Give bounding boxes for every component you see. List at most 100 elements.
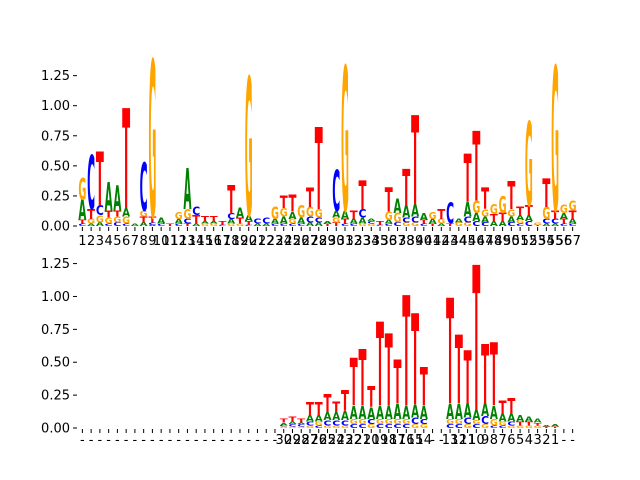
logo-letter-A: A (367, 218, 375, 222)
logo-letter-A: A (420, 212, 428, 223)
x-tick-label: 55 (547, 234, 564, 249)
x-tick-label: 35 (372, 234, 389, 249)
logo-letter-G: G (297, 203, 305, 223)
logo-letter-G: G (324, 425, 332, 429)
logo-letter-A: A (332, 210, 340, 221)
logo-stack: ATC (192, 205, 200, 227)
x-tick-label: 24 (328, 433, 345, 448)
logo-letter-C: C (96, 203, 104, 218)
logo-letter-T: T (140, 216, 148, 225)
logo-letter-C: C (324, 419, 332, 428)
logo-stack: AC (253, 218, 261, 226)
logo-letter-A: A (394, 194, 402, 218)
logo-letter-T: T (499, 397, 507, 418)
logo-stack: GTA (525, 416, 534, 429)
logo-letter-C: C (507, 221, 515, 227)
logo-letter-G: G (507, 208, 515, 219)
logo-letter-T: T (446, 271, 454, 439)
x-tick-label: 51 (512, 234, 529, 249)
logo-letter-T: T (385, 181, 393, 220)
x-tick-label: 56 (556, 234, 573, 249)
logo-letter-A: A (245, 214, 254, 224)
logo-letter-A: A (227, 218, 235, 226)
logo-letter-C: C (350, 223, 358, 227)
logo-letter-T: T (394, 349, 402, 418)
logo-letter-T: T (525, 202, 533, 218)
logo-letter-G: G (551, 28, 559, 258)
logo-letter-G: G (481, 423, 489, 429)
logo-letter-C: C (359, 424, 367, 430)
logo-letter-T: T (297, 419, 306, 425)
logo-letter-G: G (464, 423, 472, 429)
logo-letter-T: T (402, 266, 410, 442)
logo-letter-C: C (332, 419, 340, 428)
logo-letter-A: A (455, 398, 463, 424)
logo-letter-C: C (367, 221, 375, 225)
x-tick-label: 14 (416, 433, 433, 448)
logo-letter-C: C (122, 223, 130, 227)
logo-letter-T: T (245, 221, 254, 227)
logo-letter-T: T (499, 210, 507, 224)
logo-letter-A: A (499, 412, 508, 424)
logo-letter-A: A (464, 198, 472, 222)
logo-letter-C: C (402, 424, 410, 430)
logo-stack: GTA (236, 205, 245, 227)
logo-letter-T: T (87, 206, 95, 222)
logo-stack: TA (324, 221, 332, 228)
logo-letter-T: T (289, 191, 297, 218)
x-tick-label: 12 (451, 433, 468, 448)
logo-letter-A: A (385, 403, 393, 424)
logo-letter-T: T (507, 395, 515, 420)
logo-letter-T: T (359, 173, 367, 219)
logo-letter-T: T (324, 223, 332, 227)
logo-letter-T: T (289, 415, 297, 423)
logo-letter-T: T (411, 289, 419, 434)
x-tick-label: - (220, 433, 225, 448)
logo-letter-C: C (289, 223, 297, 227)
logo-letter-T: T (122, 81, 130, 240)
x-tick-label: 9 (148, 234, 156, 249)
logo-letter-T: T (350, 347, 358, 422)
logo-letter-A: A (280, 422, 288, 426)
x-tick-label: 22 (258, 234, 275, 249)
y-tick-label: 0.25 (41, 189, 70, 204)
logo-stack: CAG (271, 204, 279, 227)
logo-letter-T: T (507, 174, 515, 219)
logo-letter-T: T (280, 194, 288, 212)
x-tick-label: - (115, 433, 120, 448)
x-tick-label: - (255, 433, 260, 448)
logo-letter-T: T (542, 170, 550, 216)
logo-letter-T: T (490, 212, 499, 224)
logo-letter-C: C (394, 221, 402, 227)
logo-letter-C: C (253, 218, 261, 225)
x-tick-label: - (238, 433, 243, 448)
x-tick-label: 21 (249, 234, 266, 249)
logo-letter-A: A (350, 403, 358, 424)
x-axis-top: 1 2 3 4 5 6 7 8 91011121314151617181920212223242… (78, 227, 581, 249)
logo-letter-A: A (367, 404, 375, 423)
x-tick-label: 30 (328, 234, 345, 249)
logo-letter-A: A (464, 399, 472, 423)
logo-letter-A: A (306, 222, 315, 228)
logo-letter-A: A (324, 411, 333, 423)
logo-letter-A: A (183, 158, 191, 223)
logo-letter-A: A (341, 208, 349, 222)
x-tick-label: - (168, 433, 173, 448)
x-tick-label: 10 (153, 234, 170, 249)
x-tick-label: 23 (267, 234, 284, 249)
logo-letter-A: A (394, 398, 402, 424)
logo-letter-G: G (394, 210, 402, 226)
logo-letter-A: A (359, 217, 368, 227)
